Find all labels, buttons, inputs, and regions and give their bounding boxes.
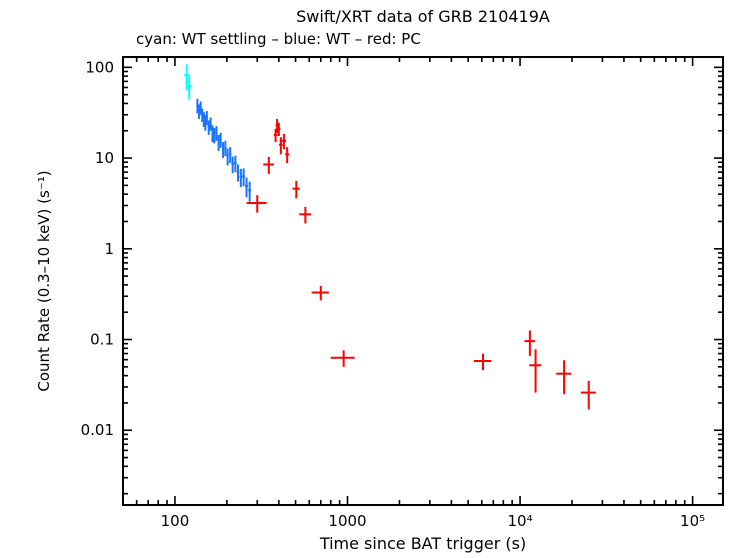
chart-legend-line: cyan: WT settling – blue: WT – red: PC bbox=[136, 30, 421, 48]
y-tick-label: 1 bbox=[104, 240, 114, 258]
x-tick-label: 100 bbox=[161, 512, 190, 530]
chart-title: Swift/XRT data of GRB 210419A bbox=[296, 7, 550, 26]
series-pc bbox=[246, 118, 596, 410]
x-tick-label: 10⁴ bbox=[508, 512, 533, 530]
y-tick-label: 0.1 bbox=[90, 331, 114, 349]
x-tick-labels: 100 1000 10⁴ 10⁵ bbox=[161, 512, 706, 530]
series-wt-settling bbox=[184, 64, 192, 100]
y-tick-label: 10 bbox=[95, 149, 114, 167]
x-tick-label: 1000 bbox=[328, 512, 366, 530]
y-tick-label: 0.01 bbox=[81, 421, 114, 439]
series-wt bbox=[196, 98, 252, 202]
x-axis-label: Time since BAT trigger (s) bbox=[319, 534, 527, 553]
y-tick-label: 100 bbox=[85, 58, 114, 76]
axis-ticks bbox=[123, 57, 723, 505]
plot-frame bbox=[122, 56, 724, 506]
y-tick-labels: 100 10 1 0.1 0.01 bbox=[81, 58, 114, 439]
x-tick-label: 10⁵ bbox=[680, 512, 705, 530]
